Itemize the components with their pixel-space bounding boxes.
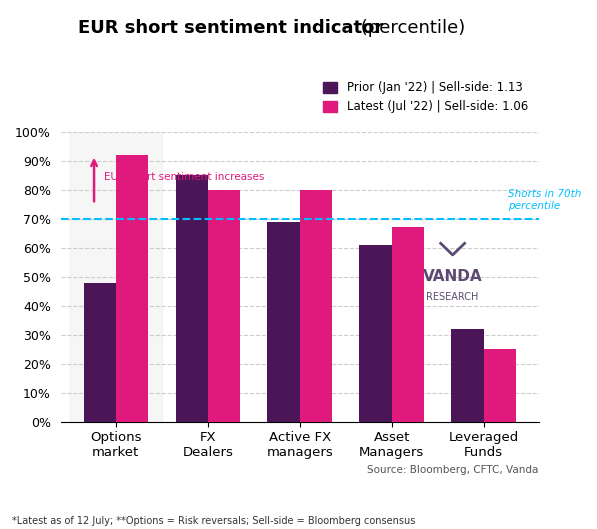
Text: EUR short sentiment increases: EUR short sentiment increases: [104, 171, 264, 181]
Text: *Latest as of 12 July; **Options = Risk reversals; Sell-side = Bloomberg consens: *Latest as of 12 July; **Options = Risk …: [12, 516, 416, 526]
Bar: [70, 132, 162, 422]
Bar: [484, 349, 516, 422]
Legend: Prior (Jan '22) | Sell-side: 1.13, Latest (Jul '22) | Sell-side: 1.06: Prior (Jan '22) | Sell-side: 1.13, Lates…: [318, 77, 533, 118]
Text: Source: Bloomberg, CFTC, Vanda: Source: Bloomberg, CFTC, Vanda: [367, 465, 538, 475]
Bar: [208, 190, 240, 422]
Bar: [176, 175, 208, 422]
Text: Shorts in 70th
percentile: Shorts in 70th percentile: [507, 189, 581, 211]
Bar: [359, 245, 392, 422]
Text: VANDA: VANDA: [423, 269, 482, 284]
Text: (percentile): (percentile): [355, 19, 466, 37]
Bar: [392, 227, 424, 422]
Bar: [116, 155, 148, 422]
Bar: [267, 222, 300, 422]
Text: EUR short sentiment indicator: EUR short sentiment indicator: [78, 19, 383, 37]
Text: RESEARCH: RESEARCH: [426, 292, 479, 302]
Bar: [84, 282, 116, 422]
Bar: [451, 329, 484, 422]
Bar: [300, 190, 332, 422]
